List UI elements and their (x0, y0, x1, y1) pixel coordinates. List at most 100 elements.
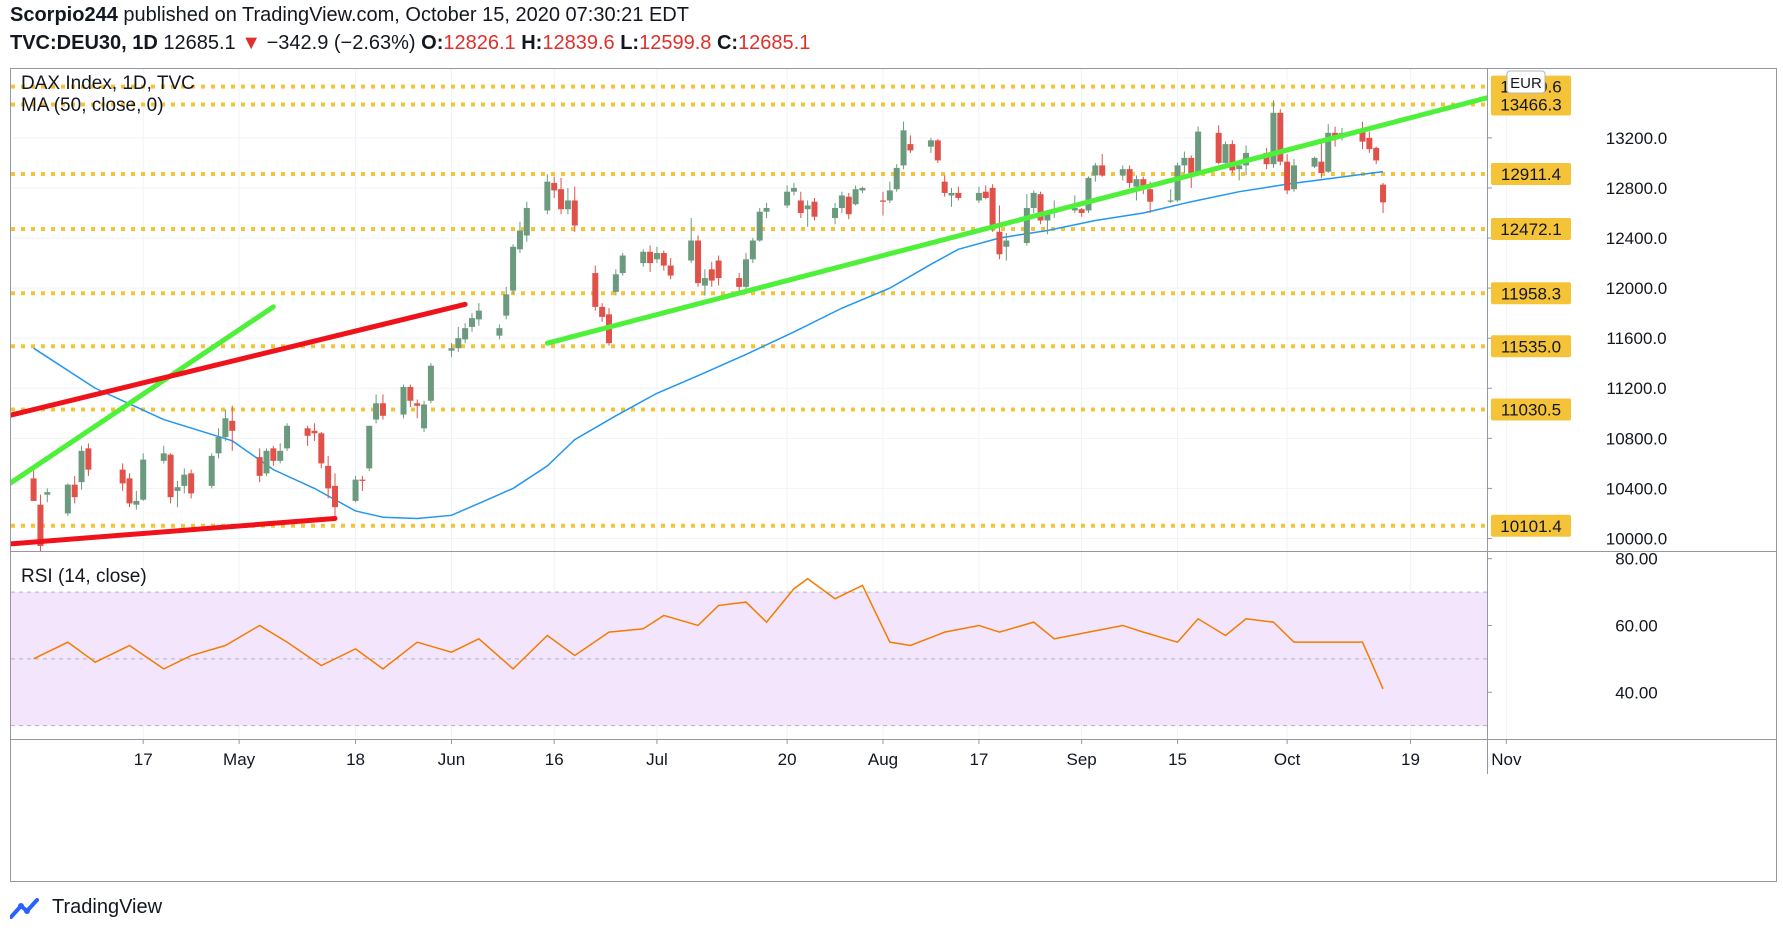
x-tick-label: 15 (1168, 750, 1187, 769)
candle (756, 207, 763, 242)
candle (37, 494, 44, 551)
candle-body (188, 473, 195, 494)
candle-body (1188, 157, 1195, 173)
candle (1167, 189, 1174, 203)
publisher-name[interactable]: Scorpio244 (10, 4, 118, 26)
candle-body (366, 425, 373, 469)
x-axis: 17 May 18 Jun 16 Jul 20 Aug 17 Sep 15 Oct 19 Nov (134, 739, 1522, 769)
candle-body (270, 448, 277, 461)
candle-body (667, 265, 674, 276)
candle-body (701, 278, 708, 286)
footer-brand[interactable]: TradingView (10, 896, 162, 919)
y-tick-label: 12000.0 (1606, 279, 1667, 298)
chart-canvas[interactable]: 10000.0 10400.0 10800.0 11200.0 11600.0 12000… (11, 69, 1776, 881)
dividers (11, 69, 1776, 774)
candle (270, 445, 277, 466)
candle (838, 191, 845, 213)
candle-body (599, 306, 606, 317)
candle-body (44, 492, 51, 495)
rsi-legend[interactable]: RSI (14, close) (21, 566, 147, 587)
candle (715, 255, 722, 286)
x-tick-label: Jul (646, 750, 668, 769)
candle-body (660, 253, 667, 266)
candle-body (1311, 157, 1318, 167)
level-price-tag (1491, 162, 1571, 185)
candle-body (311, 430, 318, 434)
candle (1181, 151, 1188, 173)
candle-body (332, 485, 338, 508)
publish-info: Scorpio244 published on TradingView.com,… (10, 4, 689, 27)
candle-body (1366, 137, 1373, 150)
close-label: C: (716, 32, 739, 54)
y-tick-label: 11600.0 (1606, 329, 1666, 348)
ma-group (33, 170, 1384, 520)
candle-body (653, 253, 660, 260)
series-legend[interactable]: DAX Index, 1D, TVC (21, 73, 195, 94)
candle (332, 473, 338, 520)
candle-body (1263, 152, 1270, 165)
level-price-label: 11030.5 (1501, 400, 1561, 419)
candle-body (421, 404, 428, 429)
candle (797, 191, 804, 218)
candle (188, 469, 195, 499)
ma-legend[interactable]: MA (50, close, 0) (21, 95, 164, 116)
candle (640, 249, 647, 267)
chart-frame[interactable]: 10000.0 10400.0 10800.0 11200.0 11600.0 12000… (10, 68, 1777, 882)
candle (263, 448, 270, 476)
candle-body (284, 425, 291, 449)
candle-body (1003, 240, 1010, 247)
x-tick-label: Aug (868, 750, 898, 769)
level-price-tag (1491, 93, 1571, 116)
candle (571, 186, 578, 232)
candle (516, 221, 523, 254)
candle (1215, 125, 1222, 165)
candle-body (558, 189, 565, 210)
rsi-y-tick-label: 80.00 (1615, 550, 1658, 569)
x-tick-label: Oct (1274, 750, 1301, 769)
candle-body (503, 294, 510, 316)
trend-line-red (11, 515, 338, 547)
trend-line-red (11, 301, 468, 418)
candle (318, 432, 325, 469)
candle-body (790, 187, 797, 192)
currency-box (1506, 70, 1546, 94)
candle (277, 443, 284, 464)
x-tick-label: 19 (1401, 750, 1420, 769)
x-tick-label: 20 (778, 750, 797, 769)
candle (996, 205, 1003, 260)
candles (30, 100, 1387, 551)
candle-body (907, 144, 914, 151)
candle (612, 269, 619, 296)
candle-body (30, 478, 37, 501)
level-price-label: 11535.0 (1501, 337, 1561, 356)
high-label: H: (521, 32, 543, 54)
candle-body (1167, 200, 1174, 202)
candle-body (1332, 132, 1339, 137)
candle (359, 475, 366, 491)
candle-body (551, 182, 558, 191)
candle-body (982, 191, 989, 198)
candle (1195, 126, 1202, 176)
candle-body (1236, 165, 1243, 170)
candle-body (1291, 165, 1297, 190)
candle (455, 326, 462, 352)
candle (907, 135, 914, 153)
candle-body (811, 201, 818, 217)
level-price-tag (1491, 398, 1571, 421)
candle (366, 425, 373, 471)
candle (592, 265, 599, 311)
candle (852, 185, 859, 206)
candle-body (352, 479, 359, 501)
candle-body (133, 500, 140, 505)
open-value: 12826.1 (443, 32, 516, 54)
candle-body (1229, 144, 1236, 171)
level-price-label: 12472.1 (1500, 220, 1561, 239)
candle (503, 286, 510, 320)
level-price-label: 10101.4 (1500, 517, 1561, 536)
candle-body (708, 269, 715, 281)
candle (1030, 190, 1037, 213)
candle-body (948, 192, 955, 196)
candle (941, 175, 948, 197)
candle (886, 181, 893, 203)
candle-body (763, 207, 770, 212)
